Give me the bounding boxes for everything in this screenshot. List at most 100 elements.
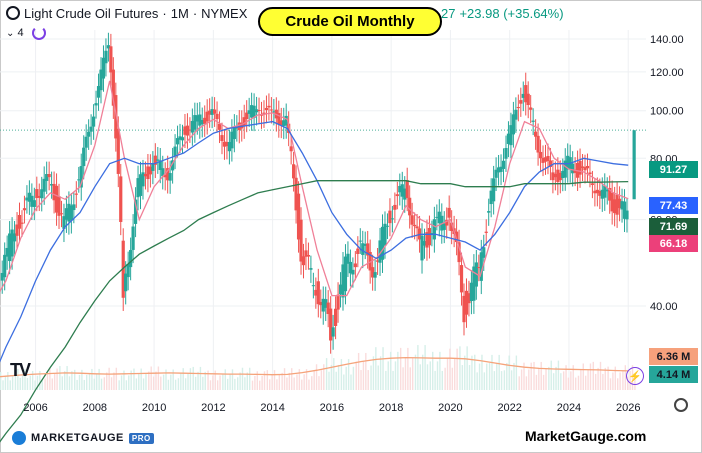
volume-bar xyxy=(2,380,4,390)
volume-bar xyxy=(298,369,301,390)
series-sma-36 xyxy=(0,120,629,363)
candle-body xyxy=(324,299,328,308)
candle-body xyxy=(89,126,93,132)
volume-bar xyxy=(594,373,597,390)
candle-body xyxy=(430,233,434,235)
candle-body xyxy=(454,231,459,243)
volume-bar xyxy=(347,359,350,390)
volume-bar xyxy=(59,366,61,390)
candle-body xyxy=(163,174,167,178)
volume-bar xyxy=(617,378,619,390)
volume-bar xyxy=(130,370,132,390)
candle-body xyxy=(148,166,152,175)
volume-bar xyxy=(29,375,31,390)
candle-body xyxy=(153,155,157,165)
volume-bar xyxy=(525,376,528,390)
volume-bar xyxy=(98,368,100,390)
candle-body xyxy=(8,233,12,262)
tradingview-logo-icon[interactable]: TV xyxy=(10,360,31,380)
volume-bar xyxy=(128,375,130,390)
volume-bar xyxy=(148,371,150,390)
volume-bar xyxy=(506,362,508,390)
candle-body xyxy=(205,111,209,122)
volume-bar xyxy=(496,363,498,390)
volume-bar xyxy=(362,361,365,390)
candle-body xyxy=(534,131,538,137)
candle-body xyxy=(543,157,548,162)
candle-body xyxy=(116,128,120,174)
volume-bar xyxy=(439,351,441,390)
volume-bar xyxy=(392,370,394,390)
x-tick-label: 2022 xyxy=(497,402,521,414)
volume-bar xyxy=(259,380,261,390)
volume-bar xyxy=(49,368,51,390)
volume-bar xyxy=(528,369,530,390)
volume-bar xyxy=(444,367,446,390)
bolt-icon[interactable]: ⚡ xyxy=(626,367,644,385)
candle-body xyxy=(133,199,138,224)
candle-body xyxy=(529,107,533,110)
volume-bar xyxy=(74,369,76,390)
volume-bar xyxy=(315,364,318,390)
y-tick-label: 40.00 xyxy=(650,301,678,313)
volume-bar xyxy=(308,379,310,390)
volume-bar xyxy=(476,372,478,390)
volume-bar xyxy=(318,376,320,390)
candle-body xyxy=(484,231,488,233)
volume-bar xyxy=(311,376,313,390)
candle-body xyxy=(166,168,170,181)
x-tick-label: 2014 xyxy=(260,402,284,414)
volume-bar xyxy=(269,379,271,390)
candle-body xyxy=(600,189,604,199)
candle-body xyxy=(77,179,81,181)
candle-body xyxy=(42,178,46,192)
candle-body xyxy=(509,125,513,146)
interval-label[interactable]: 1M xyxy=(170,5,189,21)
volume-bar xyxy=(372,356,375,390)
brand-logo-icon xyxy=(12,431,26,445)
volume-bar xyxy=(88,373,91,390)
candle-body xyxy=(496,167,501,173)
candle-body xyxy=(373,272,377,278)
candle-body xyxy=(287,123,291,133)
exchange-label: NYMEX xyxy=(201,5,248,21)
candle-body xyxy=(222,141,227,147)
candle-body xyxy=(52,183,56,201)
symbol-name[interactable]: Light Crude Oil Futures xyxy=(24,5,159,21)
candle-body xyxy=(82,147,86,167)
candle-body xyxy=(499,166,503,172)
candle-body xyxy=(467,293,471,304)
candle-body xyxy=(242,117,246,126)
volume-bar xyxy=(155,371,157,390)
candle-body xyxy=(393,204,397,210)
candle-body xyxy=(106,45,111,49)
candle-body xyxy=(64,208,69,220)
candle-body xyxy=(180,137,185,141)
candle-body xyxy=(54,185,59,213)
volume-bar xyxy=(150,366,152,390)
candle-body xyxy=(173,146,177,156)
volume-bar xyxy=(580,369,582,390)
candle-body xyxy=(109,46,113,73)
volume-bar xyxy=(357,352,360,390)
series-sma-120 xyxy=(0,180,629,443)
volume-bar xyxy=(313,370,315,390)
candle-body xyxy=(536,135,540,153)
collapse-toggle[interactable]: ⌄ 4 xyxy=(6,27,24,39)
volume-bar xyxy=(515,355,518,390)
volume-bar xyxy=(454,358,456,390)
candle-body xyxy=(175,138,180,145)
candle-body xyxy=(32,200,36,207)
candle-body xyxy=(390,218,394,220)
volume-bar xyxy=(56,368,58,390)
candle-body xyxy=(479,252,483,281)
symbol-header: Light Crude Oil Futures · 1M · NYMEX xyxy=(6,3,247,23)
refresh-icon[interactable] xyxy=(31,26,46,40)
volume-bar xyxy=(61,376,63,390)
volume-bar xyxy=(486,363,488,390)
candle-body xyxy=(450,222,454,231)
candle-body xyxy=(198,114,202,126)
candle-body xyxy=(254,109,259,113)
gear-icon[interactable] xyxy=(674,398,688,412)
